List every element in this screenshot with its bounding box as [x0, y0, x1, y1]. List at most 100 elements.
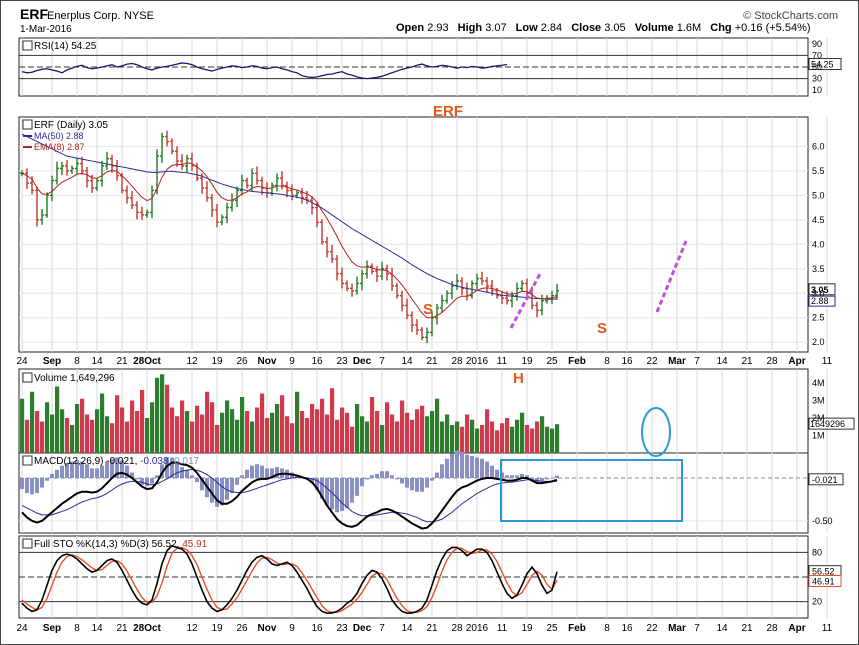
- stochastic-legend: Full STO %K(14,3) %D(3) 56.52, 45.91: [22, 538, 208, 550]
- annotation-right-shoulder: S: [597, 320, 607, 337]
- volume-bar-60: [320, 398, 325, 453]
- price-bar-40: [220, 214, 224, 226]
- macd-hist-bar-105: [545, 478, 549, 480]
- x-tick-label-price: 24: [16, 356, 28, 367]
- macd-hist-bar-35: [195, 478, 199, 483]
- macd-hist-bar-64: [340, 478, 344, 511]
- price-bar-79: [415, 319, 419, 335]
- price-bar-10: [70, 165, 74, 174]
- rsi-y-tick-30: 30: [812, 74, 822, 84]
- rsi-last-value: 54.25: [811, 60, 834, 70]
- price-bar-96: [500, 290, 504, 305]
- macd-hist-bar-95: [495, 469, 499, 478]
- watermark: © StockCharts.com: [743, 10, 838, 22]
- volume-bar-51: [275, 404, 280, 453]
- macd-highlight-box: [500, 459, 683, 522]
- volume-bar-41: [225, 400, 230, 453]
- macd-hist-bar-36: [200, 478, 204, 491]
- volume-bar-58: [310, 404, 315, 453]
- macd-hist-bar-85: [445, 458, 449, 478]
- volume-bar-7: [55, 386, 60, 453]
- volume-bar-43: [235, 419, 240, 453]
- volume-bar-70: [370, 397, 375, 453]
- price-bar-22: [130, 190, 134, 210]
- x-tick-label-bottom: 28Oct: [133, 623, 161, 634]
- volume-bar-5: [45, 402, 50, 453]
- volume-bar-66: [350, 426, 355, 453]
- volume-legend: Volume 1,649,296: [22, 372, 115, 384]
- macd-hist-bar-74: [390, 475, 394, 478]
- macd-hist-bar-99: [515, 475, 519, 478]
- macd-hist-bar-15: [95, 468, 99, 478]
- macd-hist-bar-89: [465, 454, 469, 478]
- volume-bar-62: [330, 388, 335, 453]
- volume-bar-97: [505, 418, 510, 453]
- rsi-last-value-box: [808, 58, 842, 71]
- sto-y-tick-k: 56.52: [812, 567, 835, 577]
- macd-hist-bar-49: [265, 468, 269, 478]
- axis-layer: 24 24 Sep Sep 8 8 14 14 21 21 28Oct 28Oct 12 12 19 19 26…: [16, 39, 832, 634]
- chart-date: 1-Mar-2016: [20, 24, 72, 35]
- trendline-left: [509, 271, 543, 329]
- volume-bar-79: [415, 409, 420, 453]
- macd-y-tick-last: -0.021: [812, 475, 838, 485]
- macd-hist-bar-87: [455, 450, 459, 478]
- macd-hist-bar-10: [70, 461, 74, 478]
- volume-bar-29: [165, 384, 170, 453]
- volume-bar-64: [340, 407, 345, 453]
- price-bar-5: [45, 192, 49, 218]
- price-bar-99: [515, 282, 519, 301]
- price-bar-38: [210, 193, 214, 217]
- macd-hist-bar-32: [180, 467, 184, 478]
- macd-legend: MACD(12,26,9) -0.021, -0.038, 0.017: [22, 455, 200, 467]
- price-bar-51: [275, 173, 279, 192]
- macd-hist-bar-73: [385, 471, 389, 478]
- sto-y-tick-20: 20: [812, 597, 822, 607]
- volume-bar-104: [540, 416, 545, 453]
- volume-bar-9: [65, 418, 70, 453]
- x-tick-label-price: Sep: [43, 356, 61, 367]
- macd-hist-bar-101: [525, 475, 529, 478]
- macd-hist-bar-47: [255, 464, 259, 478]
- x-tick-label-price: 28Oct: [133, 356, 161, 367]
- volume-bar-45: [245, 411, 250, 453]
- x-tick-label-price: 22: [646, 356, 658, 367]
- ma50-value-box: [808, 295, 836, 307]
- macd-hist-bar-88: [460, 451, 464, 478]
- volume-bar-42: [230, 409, 235, 453]
- macd-hist-bar-27: [155, 475, 159, 478]
- volume-bar-76: [400, 400, 405, 453]
- price-bar-92: [480, 271, 484, 285]
- volume-bar-71: [375, 411, 380, 453]
- price-bar-76: [400, 290, 404, 312]
- volume-bar-65: [345, 412, 350, 453]
- macd-hist-bar-29: [165, 457, 169, 478]
- price-y-tick-7: 2.5: [812, 313, 825, 323]
- volume-bar-3: [35, 411, 40, 453]
- volume-bar-92: [480, 425, 485, 453]
- x-tick-label-bottom: 22: [646, 623, 658, 634]
- volume-bar-49: [265, 418, 270, 453]
- x-tick-label-price: 7: [379, 356, 385, 367]
- annotation-head: H: [513, 370, 524, 387]
- exchange: NYSE: [124, 10, 154, 22]
- rsi-y-tick-50: 50: [812, 62, 822, 72]
- x-tick-label-bottom: Apr: [788, 623, 805, 634]
- macd-hist-bar-100: [520, 473, 524, 478]
- macd-hist-bar-6: [50, 473, 54, 478]
- rsi-y-tick-70: 70: [812, 50, 822, 60]
- macd-y-tick-neg: -0.50: [812, 516, 833, 526]
- annotation-erf: ERF: [433, 103, 463, 120]
- macd-hist-bar-79: [415, 478, 419, 492]
- price-bar-69: [365, 260, 369, 279]
- x-tick-label-bottom: 16: [311, 623, 323, 634]
- volume-bar-82: [430, 411, 435, 453]
- price-bar-73: [385, 264, 389, 281]
- volume-bar-56: [300, 411, 305, 453]
- macd-hist-bar-65: [345, 478, 349, 509]
- volume-bar-38: [210, 402, 215, 453]
- price-bar-88: [460, 277, 464, 296]
- price-y-tick-0: 6.0: [812, 141, 825, 151]
- x-tick-label-bottom: 14: [401, 623, 413, 634]
- x-tick-label-price: Dec: [353, 356, 372, 367]
